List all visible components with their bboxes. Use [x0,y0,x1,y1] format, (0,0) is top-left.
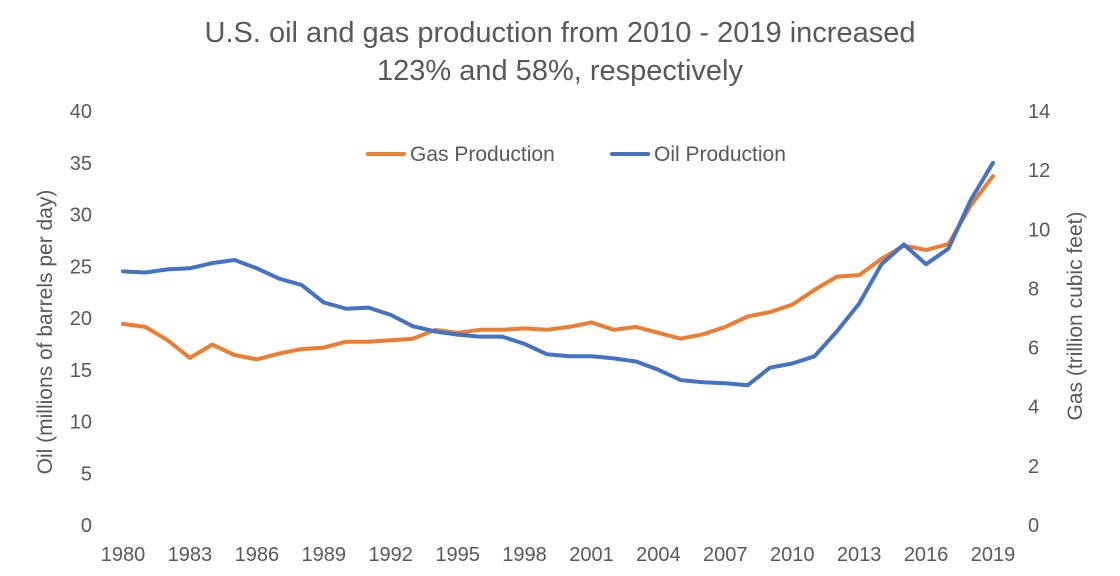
legend: Gas Production Oil Production [366,143,786,166]
x-tick-label: 2019 [971,544,1016,566]
y-right-tick-label: 8 [1028,278,1039,300]
y-axis-right-ticks: 0 2 4 6 8 10 12 14 [1028,101,1050,537]
x-tick-label: 1989 [302,544,347,566]
y-right-tick-label: 10 [1028,219,1050,241]
y-left-tick-label: 25 [70,256,92,278]
x-tick-label: 2013 [837,544,882,566]
y-axis-left-ticks: 0 5 10 15 20 25 30 35 40 [70,101,92,537]
y-axis-left-title: Oil (millions of barrels per day) [34,190,57,475]
x-tick-label: 1983 [168,544,213,566]
x-tick-label: 2010 [770,544,815,566]
legend-label-gas: Gas Production [410,143,555,166]
x-axis-ticks: 1980 1983 1986 1989 1992 1995 1998 2001 2004 2007… [101,544,1016,566]
x-tick-label: 2007 [703,544,748,566]
x-tick-label: 2004 [636,544,681,566]
x-tick-label: 1986 [235,544,280,566]
x-tick-label: 1998 [502,544,547,566]
y-left-tick-label: 0 [81,515,92,537]
chart-title-line-2: 123% and 58%, respectively [377,55,743,87]
y-left-tick-label: 10 [70,412,92,434]
legend-label-oil: Oil Production [654,143,786,166]
y-left-tick-label: 15 [70,360,92,382]
x-tick-label: 1995 [435,544,480,566]
y-right-tick-label: 4 [1028,397,1039,419]
x-tick-label: 2016 [904,544,949,566]
x-tick-label: 2001 [569,544,614,566]
y-right-tick-label: 0 [1028,515,1039,537]
series-layer [121,160,995,388]
y-axis-right-title: Gas (trillion cubic feet) [1064,212,1087,421]
y-right-tick-label: 2 [1028,456,1039,478]
gas-production-line [121,174,995,362]
y-right-tick-label: 12 [1028,160,1050,182]
y-left-tick-label: 5 [81,463,92,485]
oil-production-line [121,160,995,388]
x-tick-label: 1992 [368,544,413,566]
y-right-tick-label: 14 [1028,101,1050,123]
y-left-tick-label: 20 [70,308,92,330]
y-left-tick-label: 30 [70,205,92,227]
x-tick-label: 1980 [101,544,146,566]
chart-title-line-1: U.S. oil and gas production from 2010 - … [205,17,916,49]
y-left-tick-label: 35 [70,153,92,175]
y-right-tick-label: 6 [1028,338,1039,360]
y-left-tick-label: 40 [70,101,92,123]
